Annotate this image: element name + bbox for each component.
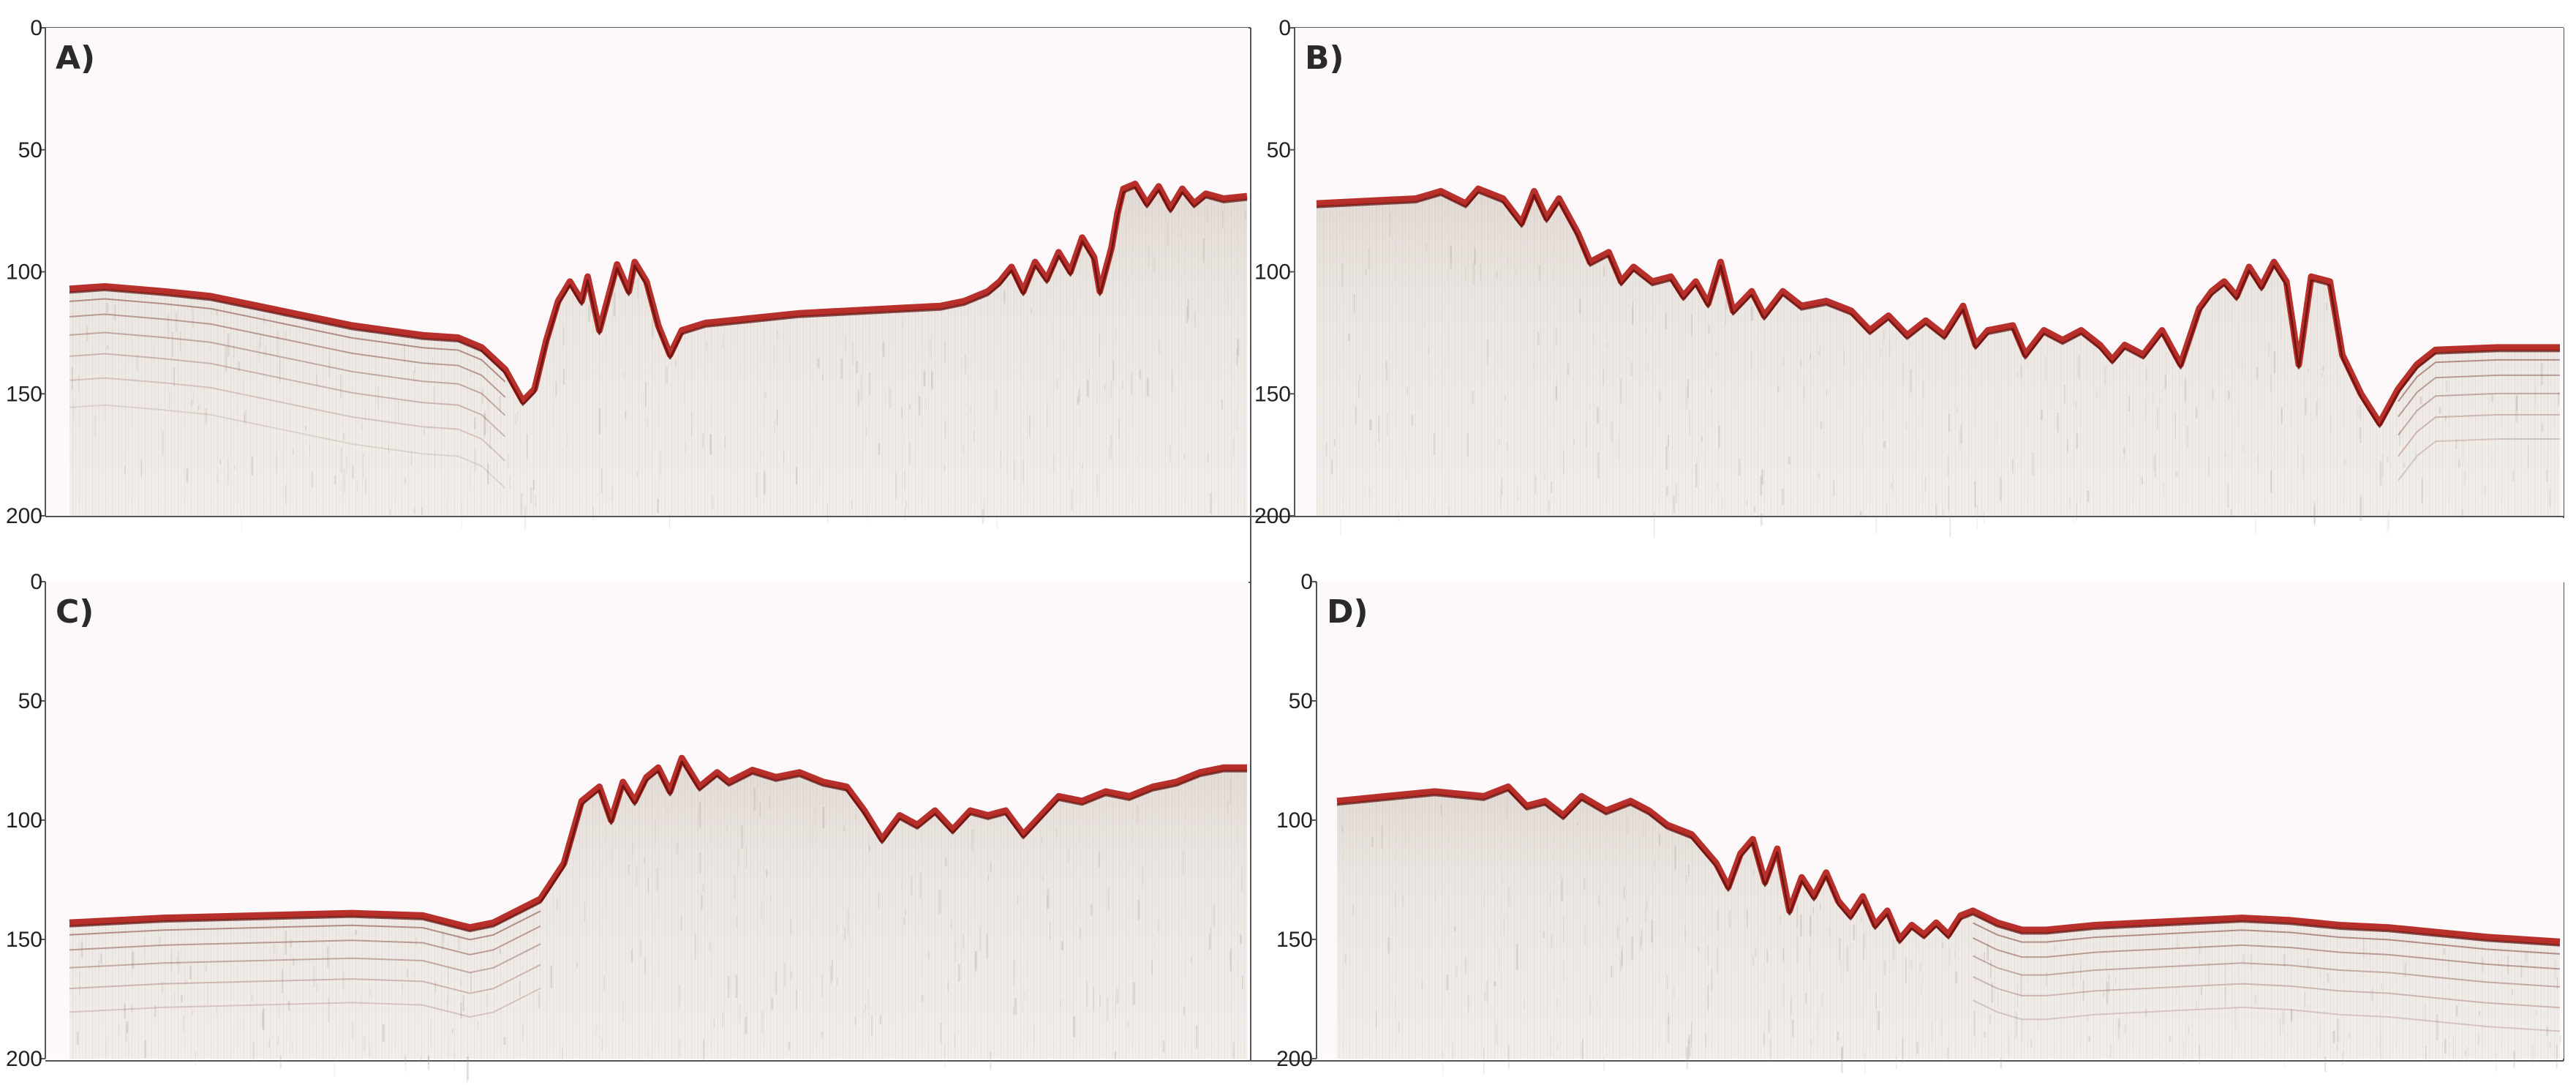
- subbottom-reflector: [2398, 358, 2560, 402]
- panel-label: D): [1327, 593, 1368, 631]
- panel-d: 0 50 100 150 200 D): [1276, 570, 2564, 1077]
- subbottom-reflector: [1973, 999, 2561, 1032]
- y-tick-label: 0: [30, 16, 42, 40]
- seafloor-reflector-dark: [1336, 789, 2561, 947]
- seafloor-reflector: [1316, 185, 2560, 427]
- subbottom-reflector: [69, 331, 506, 416]
- y-tick-label: 150: [6, 928, 42, 952]
- y-tick-label: 100: [6, 260, 42, 285]
- y-tick-label: 50: [1289, 689, 1313, 713]
- panel-c: 0 50 100 150 200 C): [6, 570, 1249, 1084]
- y-tick-label: 0: [1278, 16, 1291, 40]
- panel-b: 0 50 100 150 200 B): [1254, 16, 2564, 538]
- subbottom-reflector: [69, 313, 506, 398]
- seafloor-reflector: [69, 754, 1247, 931]
- subbottom-shading: [69, 184, 1247, 516]
- y-tick-label: 200: [6, 504, 42, 528]
- subbottom-reflector: [2398, 392, 2560, 436]
- subbottom-reflector: [69, 298, 506, 383]
- subbottom-reflector: [1973, 937, 2561, 970]
- subbottom-reflector: [2398, 438, 2560, 481]
- noise-speckles: [1325, 212, 2560, 538]
- y-tick-label: 200: [1276, 1047, 1313, 1071]
- y-tick-label: 100: [1254, 260, 1291, 285]
- y-tick-label: 200: [1254, 504, 1291, 528]
- seafloor-reflector-dark: [69, 760, 1247, 933]
- subbottom-reflector: [69, 987, 541, 1018]
- seafloor-reflector-dark: [1316, 191, 2560, 428]
- y-tick-label: 200: [6, 1047, 42, 1071]
- y-tick-label: 150: [1254, 382, 1291, 406]
- noise-speckles: [1341, 797, 2562, 1077]
- y-tick-label: 100: [6, 808, 42, 833]
- y-tick-label: 150: [6, 382, 42, 406]
- subbottom-reflector: [2398, 413, 2560, 457]
- subbottom-reflector: [69, 964, 541, 994]
- y-tick-label: 0: [1300, 570, 1313, 594]
- y-tick-label: 0: [30, 570, 42, 594]
- subbottom-reflector: [69, 353, 506, 438]
- subbottom-shading: [1337, 786, 2560, 1059]
- subbottom-reflector: [2398, 374, 2560, 418]
- seafloor-reflector: [1336, 783, 2561, 945]
- seafloor-reflector-dark: [69, 186, 1248, 406]
- subbottom-reflector: [69, 943, 541, 974]
- y-tick-label: 150: [1276, 928, 1313, 952]
- subbottom-reflector: [69, 925, 541, 956]
- noise-speckles: [71, 206, 1246, 533]
- subbottom-reflector: [69, 377, 506, 462]
- panel-label: C): [56, 593, 94, 631]
- y-tick-label: 50: [1267, 138, 1291, 162]
- subbottom-reflector: [1973, 975, 2561, 1009]
- y-tick-label: 100: [1276, 808, 1313, 833]
- y-tick-label: 50: [18, 138, 42, 162]
- panel-a: 0 50 100 150 200 A): [6, 16, 1249, 533]
- subbottom-reflector: [1973, 955, 2561, 988]
- panel-label: B): [1305, 40, 1344, 77]
- subbottom-reflector: [69, 404, 506, 489]
- subbottom-reflector: [69, 910, 541, 941]
- subbottom-reflector: [1973, 922, 2561, 955]
- y-tick-label: 50: [18, 689, 42, 713]
- panel-label: A): [56, 40, 95, 77]
- noise-speckles: [76, 780, 1243, 1084]
